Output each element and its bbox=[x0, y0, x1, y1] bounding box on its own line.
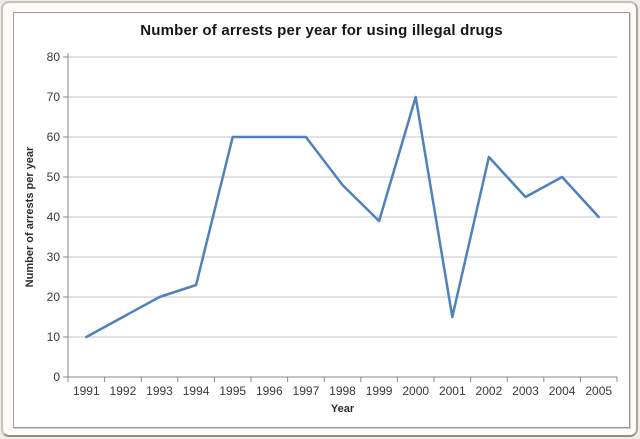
x-tick-label: 1997 bbox=[293, 384, 320, 398]
x-ticks: 1991 1992 1993 1994 1995 1996 1997 1998 1999 2000… bbox=[67, 377, 618, 398]
x-tick-label: 2005 bbox=[585, 384, 612, 398]
x-tick-label: 2002 bbox=[476, 384, 503, 398]
x-tick-label: 2000 bbox=[402, 384, 429, 398]
x-tick-label: 1994 bbox=[183, 384, 210, 398]
y-ticks: 0 10 20 30 40 50 60 70 80 bbox=[47, 50, 68, 384]
chart-title: Number of arrests per year for using ill… bbox=[140, 22, 503, 39]
x-tick-label: 1998 bbox=[329, 384, 356, 398]
y-tick-label: 20 bbox=[47, 290, 61, 304]
y-tick-label: 50 bbox=[47, 170, 61, 184]
x-tick-label: 1995 bbox=[219, 384, 246, 398]
y-tick-label: 80 bbox=[47, 50, 61, 64]
axes bbox=[67, 53, 617, 378]
y-tick-label: 60 bbox=[47, 130, 61, 144]
x-tick-label: 2001 bbox=[439, 384, 466, 398]
y-tick-label: 0 bbox=[53, 370, 60, 384]
x-tick-label: 1992 bbox=[110, 384, 137, 398]
chart-background bbox=[13, 12, 630, 428]
x-tick-label: 1999 bbox=[366, 384, 393, 398]
y-tick-label: 40 bbox=[47, 210, 61, 224]
x-axis-title: Year bbox=[330, 403, 355, 415]
y-gridlines bbox=[68, 56, 617, 338]
data-series-line bbox=[85, 95, 600, 339]
y-tick-label: 70 bbox=[47, 90, 61, 104]
y-tick-label: 10 bbox=[47, 330, 61, 344]
x-tick-label: 2003 bbox=[512, 384, 539, 398]
x-tick-label: 2004 bbox=[549, 384, 576, 398]
x-tick-label: 1991 bbox=[73, 384, 100, 398]
x-tick-label: 1996 bbox=[256, 384, 283, 398]
x-tick-label: 1993 bbox=[146, 384, 173, 398]
y-tick-label: 30 bbox=[47, 250, 61, 264]
